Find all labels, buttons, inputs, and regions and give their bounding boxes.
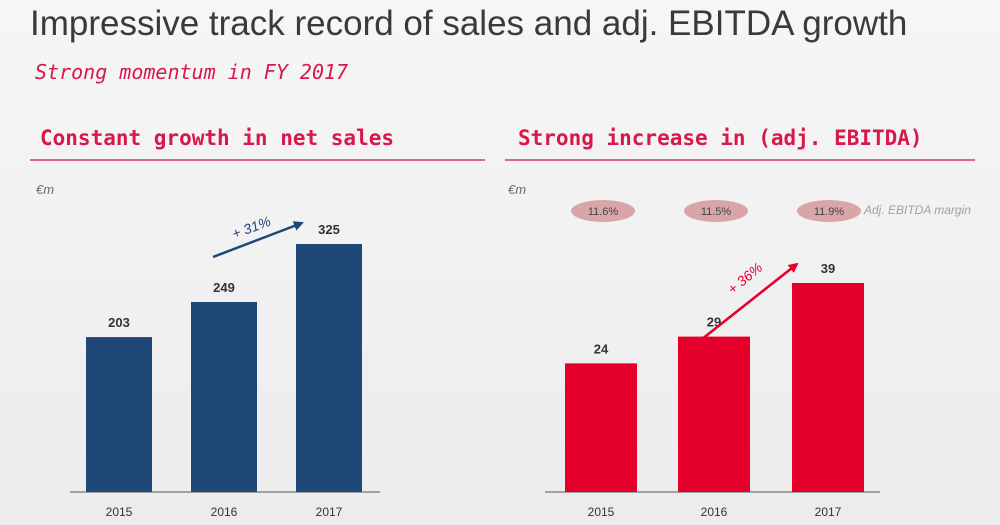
sales-data-label-2017: 325 bbox=[318, 222, 340, 237]
ebitda-margin-pill-2015 bbox=[571, 200, 635, 222]
sales-heading-divider bbox=[30, 159, 485, 161]
ebitda-growth-annotation: + 36% bbox=[724, 259, 765, 297]
sales-tick-label-2016: 2016 bbox=[211, 505, 238, 519]
ebitda-panel-heading: Strong increase in (adj. EBITDA) bbox=[518, 126, 923, 150]
ebitda-data-label-2015: 24 bbox=[594, 341, 609, 356]
ebitda-margin-value-2016: 11.5% bbox=[701, 206, 732, 218]
ebitda-unit-label: €m bbox=[508, 182, 527, 197]
ebitda-bar-2017 bbox=[792, 283, 864, 492]
ebitda-margin-pill-2016 bbox=[684, 200, 748, 222]
ebitda-tick-label-2015: 2015 bbox=[588, 505, 615, 519]
ebitda-tick-label-2016: 2016 bbox=[701, 505, 728, 519]
sales-bar-2017 bbox=[296, 244, 362, 492]
page-subtitle: Strong momentum in FY 2017 bbox=[35, 60, 349, 84]
ebitda-margin-value-2015: 11.6% bbox=[588, 206, 619, 218]
sales-bar-2016 bbox=[191, 301, 257, 492]
ebitda-bar-2016 bbox=[678, 336, 750, 492]
ebitda-data-label-2016: 29 bbox=[707, 315, 721, 330]
ebitda-growth-arrow bbox=[696, 262, 799, 344]
sales-data-label-2016: 249 bbox=[213, 280, 235, 295]
ebitda-bar-2015 bbox=[565, 363, 637, 492]
sales-tick-label-2015: 2015 bbox=[106, 505, 133, 519]
sales-bar-2015 bbox=[86, 337, 152, 492]
ebitda-margin-legend: Adj. EBITDA margin bbox=[864, 203, 971, 217]
sales-unit-label: €m bbox=[36, 182, 55, 197]
sales-tick-label-2017: 2017 bbox=[316, 505, 343, 519]
ebitda-data-label-2017: 39 bbox=[821, 261, 835, 276]
ebitda-margin-pill-2017 bbox=[797, 200, 861, 222]
ebitda-heading-divider bbox=[505, 159, 975, 161]
ebitda-tick-label-2017: 2017 bbox=[815, 505, 842, 519]
sales-data-label-2015: 203 bbox=[108, 315, 130, 330]
sales-panel-heading: Constant growth in net sales bbox=[40, 126, 395, 150]
page-title: Impressive track record of sales and adj… bbox=[30, 4, 908, 43]
sales-growth-arrow bbox=[212, 221, 304, 259]
ebitda-margin-value-2017: 11.9% bbox=[814, 206, 845, 218]
